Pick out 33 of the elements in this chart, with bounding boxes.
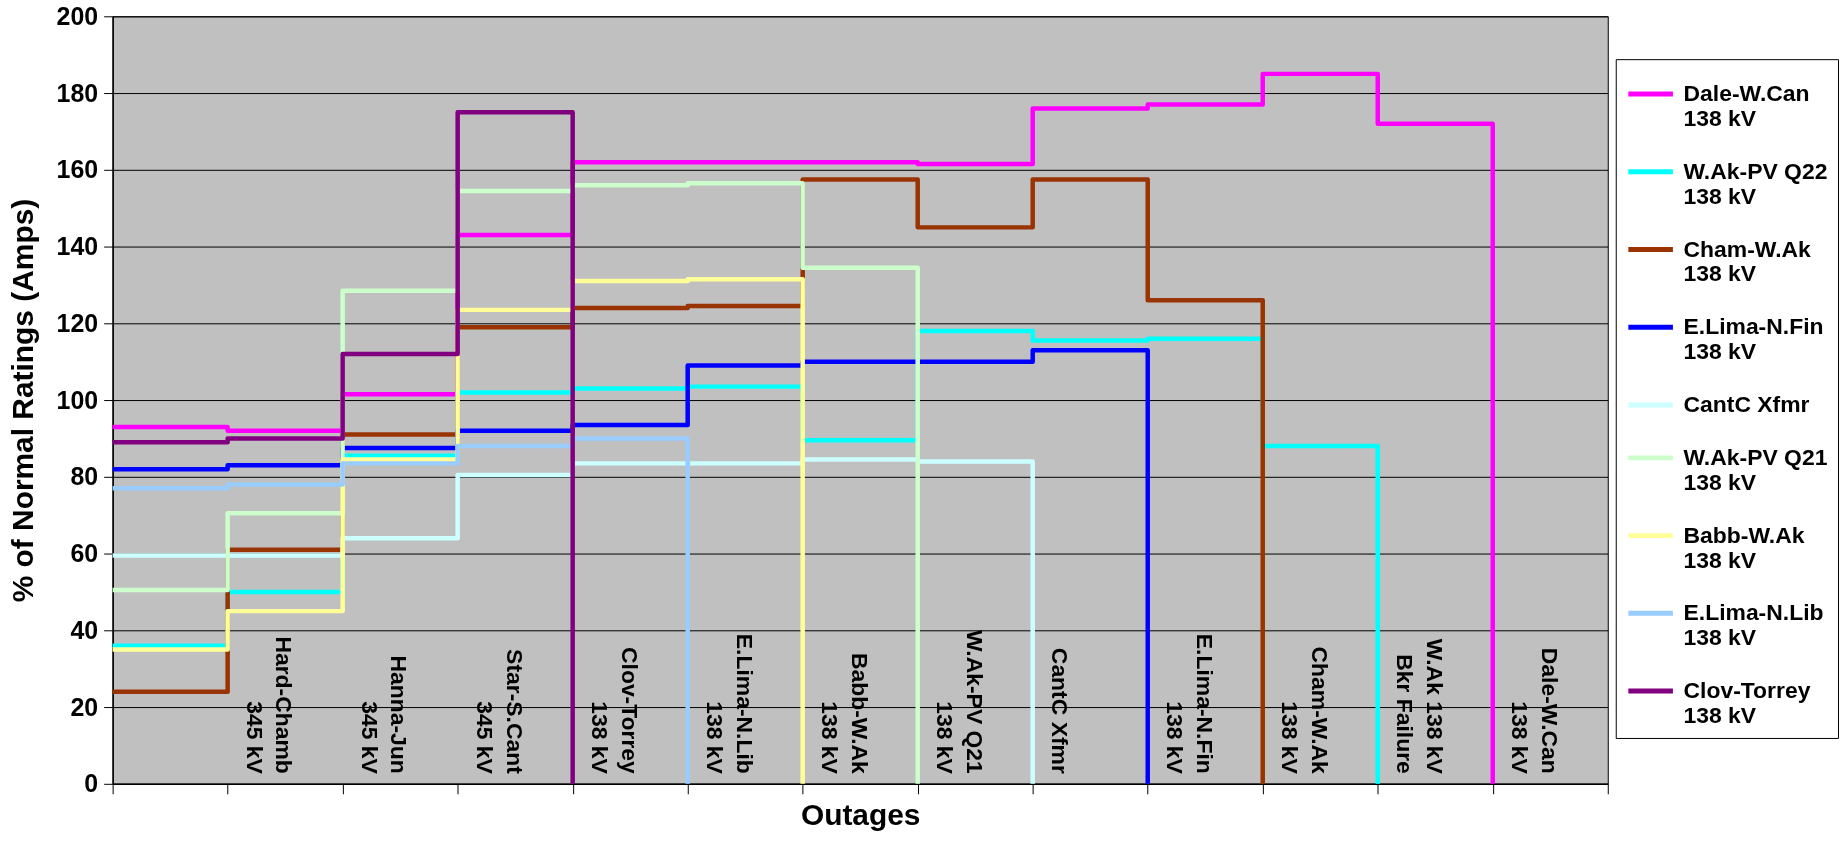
x-tick-label: E.Lima-N.Lib 138 kV (701, 633, 758, 775)
x-tick-label: CantC Xfmr (1046, 647, 1073, 774)
legend-label: W.Ak-PV Q22 138 kV (1683, 157, 1828, 209)
x-tick-label: E.Lima-N.Fin 138 kV (1161, 633, 1218, 775)
y-tick-label: 160 (56, 155, 99, 184)
x-tick-label: W.Ak 138 kV Bkr Failure (1391, 638, 1448, 775)
x-tick-label: Hanna-Jun 345 kV (356, 655, 413, 775)
legend-label: Babb-W.Ak 138 kV (1683, 521, 1805, 573)
y-tick-label: 80 (70, 462, 99, 491)
legend-label: CantC Xfmr (1683, 391, 1810, 418)
legend-label: E.Lima-N.Fin 138 kV (1683, 313, 1824, 365)
legend-label: Dale-W.Can 138 kV (1683, 80, 1810, 131)
x-tick-label: W.Ak-PV Q21 138 kV (931, 629, 988, 775)
y-tick-label: 100 (56, 385, 99, 414)
x-axis-title: Outages (800, 797, 921, 831)
y-tick-label: 200 (56, 1, 99, 30)
x-tick-label: Dale-W.Can 138 kV (1506, 647, 1563, 775)
y-tick-label: 140 (56, 232, 99, 261)
y-axis-title: % of Normal Ratings (Amps) (5, 198, 39, 603)
y-tick-label: 40 (70, 615, 99, 644)
y-tick-label: 180 (56, 78, 99, 107)
x-tick-label: Babb-W.Ak 138 kV (816, 652, 873, 775)
y-tick-label: 0 (84, 769, 99, 798)
y-tick-label: 60 (70, 539, 99, 568)
y-tick-label: 20 (70, 692, 99, 721)
legend-label: E.Lima-N.Lib 138 kV (1683, 599, 1824, 651)
x-tick-label: Hard-Chamb 345 kV (241, 636, 298, 775)
y-tick-label: 120 (56, 308, 99, 337)
x-tick-label: Star-S.Cant 345 kV (471, 649, 528, 775)
x-tick-label: Clov-Torrey 138 kV (586, 646, 643, 775)
legend-label: Cham-W.Ak 138 kV (1683, 235, 1812, 287)
x-tick-label: Cham-W.Ak 138 kV (1276, 646, 1333, 775)
legend-label: W.Ak-PV Q21 138 kV (1683, 443, 1828, 495)
